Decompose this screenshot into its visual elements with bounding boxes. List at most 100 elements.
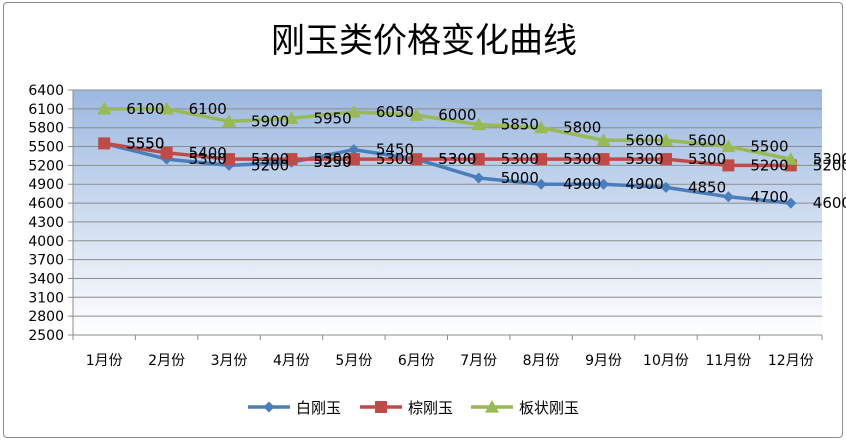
data-label: 5550	[126, 134, 164, 152]
x-tick-label: 7月份	[460, 353, 497, 369]
y-tick-label: 3400	[28, 271, 64, 287]
square-marker	[347, 153, 360, 166]
series-line	[103, 141, 791, 168]
y-tick-label: 4600	[28, 196, 64, 212]
square-marker	[722, 159, 735, 172]
legend-label: 棕刚玉	[408, 399, 453, 417]
data-label: 5200	[813, 156, 846, 174]
data-label: 5200	[750, 156, 788, 174]
data-label: 5300	[438, 150, 476, 168]
data-label: 5000	[501, 169, 539, 187]
plot-background	[73, 90, 822, 335]
data-label: 5200	[251, 156, 289, 174]
y-tick-label: 4900	[28, 177, 64, 193]
data-label: 6100	[126, 100, 164, 118]
data-label: 5600	[626, 131, 664, 149]
data-label: 5850	[501, 116, 539, 134]
square-marker	[535, 153, 548, 166]
y-tick-label: 6400	[28, 83, 64, 99]
legend: 白刚玉 棕刚玉 板状刚玉	[248, 399, 579, 417]
triangle-marker	[534, 120, 549, 134]
data-label: 5300	[251, 150, 289, 168]
triangle-marker	[721, 139, 736, 153]
diamond-marker	[598, 178, 610, 190]
data-label: 5300	[189, 150, 227, 168]
diamond-marker	[535, 178, 547, 190]
square-marker	[597, 153, 610, 166]
data-label: 4900	[563, 175, 601, 193]
y-tick-label: 5200	[28, 158, 64, 174]
x-tick-label: 8月份	[523, 353, 560, 369]
x-tick-label: 5月份	[335, 353, 372, 369]
data-label: 5300	[438, 150, 476, 168]
data-label: 5300	[501, 150, 539, 168]
diamond-marker	[660, 181, 672, 193]
x-tick-label: 1月份	[86, 353, 123, 369]
plot-area: 6400610058005500520049004600430040003700…	[28, 83, 846, 369]
data-label: 5300	[376, 150, 414, 168]
triangle-marker	[346, 104, 361, 118]
square-marker	[375, 401, 387, 413]
x-tick-label: 9月份	[585, 353, 622, 369]
x-tick-label: 12月份	[768, 353, 814, 369]
y-tick-label: 5500	[28, 140, 64, 156]
data-label: 5300	[313, 150, 351, 168]
data-label: 5550	[126, 134, 164, 152]
square-marker	[285, 153, 298, 166]
data-label: 5250	[313, 153, 351, 171]
x-tick-label: 4月份	[273, 353, 310, 369]
y-tick-label: 4000	[28, 234, 64, 250]
data-label: 5300	[626, 150, 664, 168]
data-label: 5950	[313, 109, 351, 127]
x-tick-label: 2月份	[148, 353, 185, 369]
square-marker	[98, 137, 111, 150]
legend-label: 板状刚玉	[519, 399, 579, 417]
square-marker	[472, 153, 485, 166]
triangle-marker	[485, 400, 499, 413]
x-tick-label: 10月份	[643, 353, 689, 369]
y-tick-label: 3100	[28, 290, 64, 306]
data-label: 5600	[688, 131, 726, 149]
y-tick-label: 4300	[28, 215, 64, 231]
series-line	[104, 107, 792, 161]
data-label: 5500	[750, 138, 788, 156]
y-tick-label: 6100	[28, 102, 64, 118]
data-label: 5400	[189, 144, 227, 162]
diamond-marker	[348, 144, 360, 156]
triangle-marker	[471, 117, 486, 131]
data-label: 4900	[626, 175, 664, 193]
diamond-marker	[785, 197, 797, 209]
x-tick-label: 3月份	[211, 353, 248, 369]
data-label: 5300	[563, 150, 601, 168]
square-marker	[223, 153, 236, 166]
series-line	[103, 141, 791, 205]
data-label: 4700	[750, 188, 788, 206]
y-tick-label: 3700	[28, 253, 64, 269]
x-tick-label: 11月份	[705, 353, 751, 369]
data-label: 5300	[813, 150, 846, 168]
data-label: 4600	[813, 194, 846, 212]
square-marker	[659, 153, 672, 166]
data-label: 6000	[438, 106, 476, 124]
data-label: 4850	[688, 178, 726, 196]
triangle-marker	[658, 133, 673, 146]
x-tick-label: 6月份	[398, 353, 435, 369]
legend-label: 白刚玉	[296, 399, 341, 417]
data-label: 5900	[251, 112, 289, 130]
triangle-marker	[222, 114, 237, 128]
y-tick-label: 2500	[28, 328, 64, 344]
chart-title: 刚玉类价格变化曲线	[271, 21, 577, 61]
square-marker	[160, 146, 173, 159]
triangle-marker	[284, 111, 299, 124]
triangle-marker	[97, 101, 112, 115]
data-label: 6050	[376, 103, 414, 121]
triangle-marker	[596, 133, 611, 146]
triangle-marker	[783, 152, 798, 165]
data-label: 5800	[563, 119, 601, 137]
square-marker	[410, 153, 423, 166]
data-label: 6100	[189, 100, 227, 118]
y-tick-label: 5800	[28, 121, 64, 137]
data-label: 5450	[376, 141, 414, 159]
triangle-marker	[409, 108, 424, 121]
